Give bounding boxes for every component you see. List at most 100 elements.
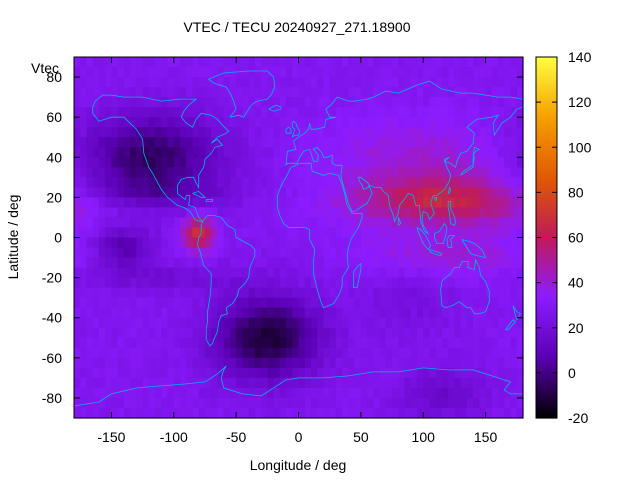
heatmap-cell [123,117,131,128]
heatmap-cell [441,297,449,309]
heatmap-cell [286,187,293,198]
heatmap-cell [292,267,300,279]
colorbar-swatch [536,81,557,85]
colorbar-swatch [536,70,557,74]
heatmap-cell [429,387,437,399]
heatmap-cell [198,277,206,289]
heatmap-cell [217,217,225,229]
heatmap-cell [211,77,219,88]
heatmap-cell [304,177,312,188]
heatmap-cell [223,247,231,259]
heatmap-cell [80,297,88,309]
heatmap-cell [441,137,449,148]
heatmap-cell [460,387,468,399]
heatmap-cell [192,307,200,319]
heatmap-cell [298,157,306,168]
heatmap-cell [148,57,156,68]
colorbar-swatch [536,311,557,315]
heatmap-cell [217,147,225,158]
heatmap-cell [286,297,293,309]
heatmap-cell [292,227,300,239]
heatmap-cell [323,387,331,399]
heatmap-cell [379,217,387,229]
heatmap-cell [92,147,100,158]
heatmap-cell [98,107,106,118]
heatmap-cell [74,157,81,168]
heatmap-cell [86,127,94,138]
heatmap-cell [317,377,325,389]
heatmap-cell [217,107,225,118]
heatmap-cell [155,337,162,349]
heatmap-cell [479,137,487,148]
colorbar-swatch [536,390,557,394]
heatmap-cell [180,77,187,88]
heatmap-cell [485,307,493,319]
heatmap-cell [130,57,137,68]
heatmap-cell [204,357,212,369]
heatmap-cell [136,327,144,339]
heatmap-cell [310,97,318,108]
heatmap-cell [448,337,456,349]
heatmap-cell [130,197,137,209]
heatmap-cell [410,117,418,128]
heatmap-cell [186,367,194,379]
heatmap-cell [416,377,424,389]
heatmap-cell [248,77,256,88]
heatmap-cell [105,127,113,138]
heatmap-cell [254,387,262,399]
heatmap-cell [186,87,194,98]
heatmap-cell [498,387,505,399]
coastline [285,126,292,134]
heatmap-cell [242,187,250,198]
colorbar-swatch [536,165,557,169]
heatmap-cell [192,117,200,128]
colorbar-swatch [536,232,557,236]
heatmap-cell [479,327,487,339]
heatmap-cell [441,267,449,279]
heatmap-cell [198,177,206,188]
colorbar-tick-label: 0 [568,365,576,381]
heatmap-cell [460,247,468,259]
heatmap-cell [204,327,212,339]
heatmap-cell [429,287,437,299]
colorbar-swatch [536,278,557,281]
heatmap-cell [167,337,175,349]
heatmap-cell [211,267,219,279]
heatmap-cell [236,207,243,219]
heatmap-cell [466,307,474,319]
heatmap-cell [516,267,524,279]
heatmap-cell [130,77,137,88]
heatmap-cell [267,347,275,359]
heatmap-cell [448,277,456,289]
heatmap-cell [404,57,412,68]
heatmap-cell [485,67,493,78]
heatmap-cell [404,387,412,399]
heatmap-cell [167,227,175,239]
colorbar-swatch [536,375,557,378]
heatmap-cell [242,177,250,188]
heatmap-cell [211,147,219,158]
heatmap-cell [485,187,493,198]
heatmap-cell [466,87,474,98]
heatmap-cell [155,127,162,138]
y-tick-label: -40 [42,310,62,326]
heatmap-cell [416,227,424,239]
heatmap-cell [304,237,312,249]
heatmap-cell [304,397,312,409]
heatmap-cell [279,297,287,309]
heatmap-cell [136,357,144,369]
heatmap-cell [148,187,156,198]
heatmap-cell [298,207,306,219]
heatmap-cell [466,77,474,88]
heatmap-cell [466,367,474,379]
heatmap-cell [441,227,449,239]
heatmap-cell [217,357,225,369]
heatmap-cell [435,137,443,148]
heatmap-cell [286,97,293,108]
heatmap-cell [80,147,88,158]
heatmap-cell [454,197,462,209]
heatmap-cell [273,97,281,108]
heatmap-cell [473,397,480,409]
heatmap-cell [516,347,524,359]
heatmap-cell [261,317,268,329]
